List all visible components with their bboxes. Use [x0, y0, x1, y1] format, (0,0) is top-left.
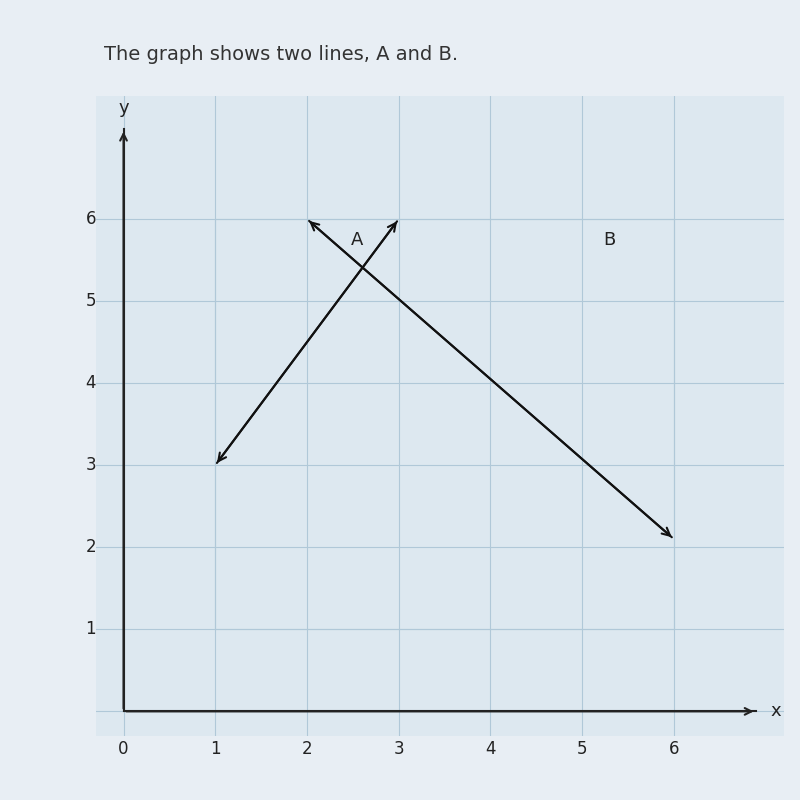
- Text: 0: 0: [118, 740, 129, 758]
- Text: 6: 6: [86, 210, 96, 228]
- Text: x: x: [770, 702, 781, 720]
- Text: B: B: [603, 230, 616, 249]
- Text: y: y: [118, 98, 129, 117]
- Text: 5: 5: [86, 292, 96, 310]
- Text: 3: 3: [86, 456, 96, 474]
- Text: 5: 5: [577, 740, 587, 758]
- Text: A: A: [351, 230, 364, 249]
- Text: The graph shows two lines, A and B.: The graph shows two lines, A and B.: [104, 45, 458, 64]
- Text: 4: 4: [86, 374, 96, 392]
- Text: 2: 2: [86, 538, 96, 556]
- Text: 4: 4: [486, 740, 496, 758]
- Text: 2: 2: [302, 740, 312, 758]
- Text: 6: 6: [669, 740, 679, 758]
- Text: 3: 3: [394, 740, 404, 758]
- Text: 1: 1: [210, 740, 221, 758]
- Text: 1: 1: [86, 620, 96, 638]
